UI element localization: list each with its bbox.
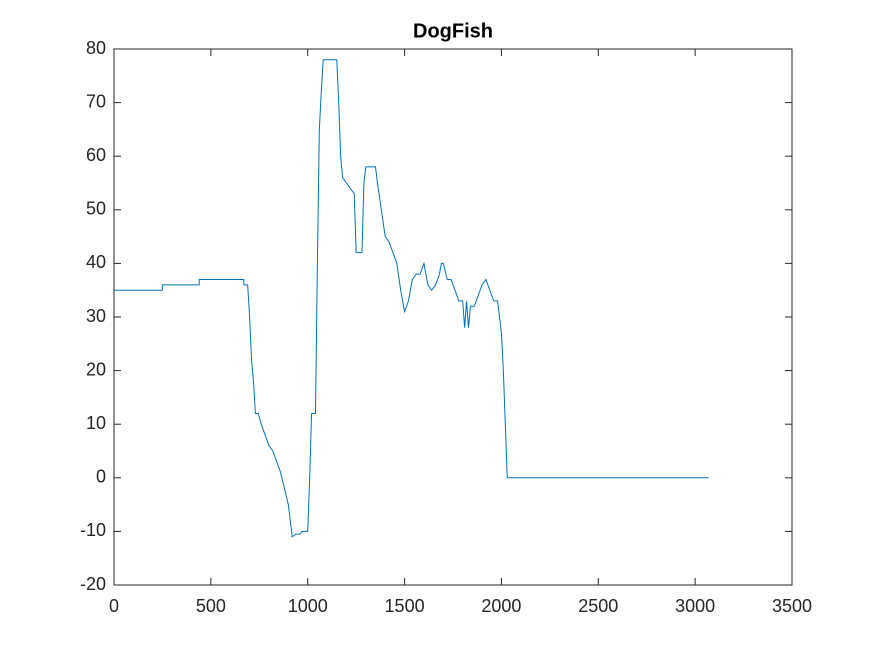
x-tick-label: 3500 [772, 596, 812, 616]
y-tick-label: -20 [80, 574, 106, 594]
y-tick-label: 70 [86, 91, 106, 111]
y-tick-label: -10 [80, 520, 106, 540]
x-tick-label: 2000 [481, 596, 521, 616]
x-tick-label: 0 [109, 596, 119, 616]
y-tick-label: 80 [86, 38, 106, 58]
y-tick-label: 50 [86, 199, 106, 219]
y-tick-label: 10 [86, 413, 106, 433]
x-tick-label: 1000 [288, 596, 328, 616]
y-tick-label: 60 [86, 145, 106, 165]
x-tick-label: 2500 [578, 596, 618, 616]
y-tick-label: 20 [86, 359, 106, 379]
plot-area [113, 48, 793, 586]
x-tick-label: 3000 [675, 596, 715, 616]
x-tick-label: 1500 [385, 596, 425, 616]
chart-title: DogFish [413, 20, 493, 42]
y-tick-label: 30 [86, 306, 106, 326]
data-line [114, 59, 709, 538]
y-tick-label: 0 [96, 467, 106, 487]
x-tick-label: 500 [196, 596, 226, 616]
y-tick-label: 40 [86, 252, 106, 272]
